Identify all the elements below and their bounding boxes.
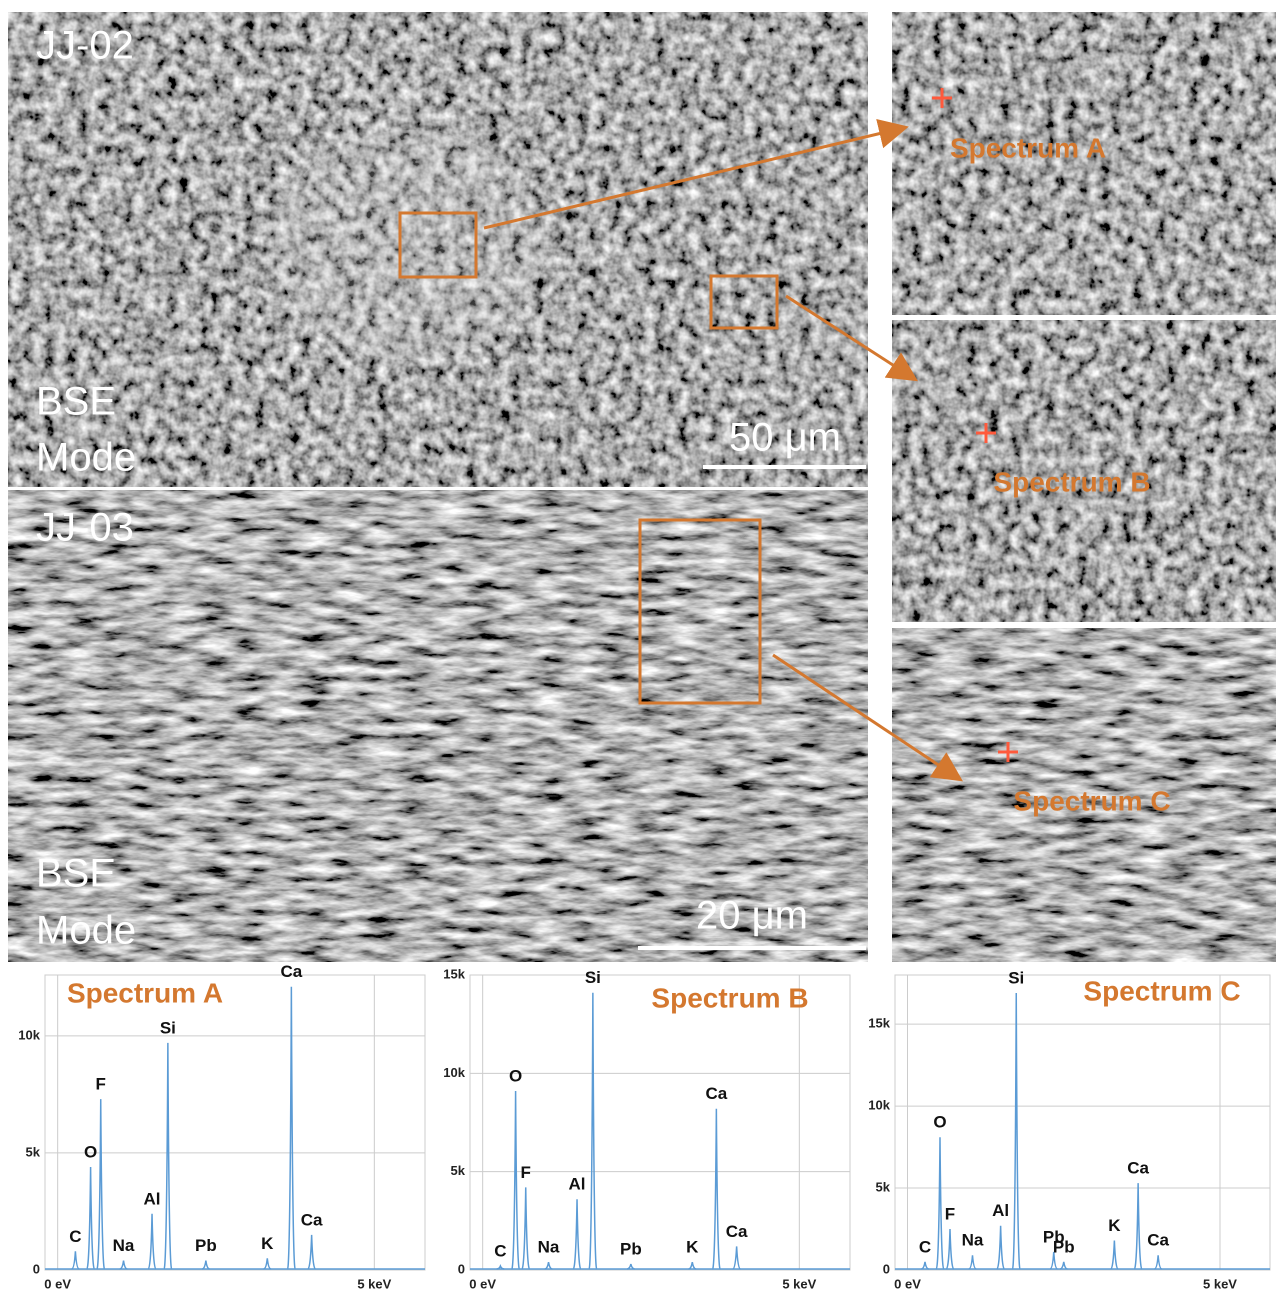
sample-label: JJ-03 bbox=[36, 506, 134, 550]
peak-label: K bbox=[686, 1238, 699, 1257]
x-tick-label: 0 eV bbox=[894, 1276, 921, 1291]
y-tick-label: 10k bbox=[18, 1027, 40, 1042]
y-tick-label: 5k bbox=[876, 1179, 891, 1194]
peak-label: F bbox=[945, 1205, 955, 1224]
peak-label: Pb bbox=[195, 1236, 217, 1255]
peak-label: Na bbox=[962, 1231, 984, 1250]
mode-label: BSE bbox=[36, 380, 116, 424]
peak-label: Al bbox=[992, 1201, 1009, 1220]
feature bbox=[275, 130, 545, 360]
y-tick-label: 10k bbox=[868, 1098, 890, 1113]
mode-label: Mode bbox=[36, 909, 136, 953]
peak-label: K bbox=[1108, 1216, 1121, 1235]
peak-label: Ca bbox=[705, 1084, 727, 1103]
peak-label: Pb bbox=[1053, 1237, 1075, 1256]
plot-area bbox=[895, 975, 1270, 1270]
x-tick-label: 0 eV bbox=[469, 1276, 496, 1291]
chart-title: Spectrum C bbox=[1083, 975, 1240, 1006]
peak-label: Al bbox=[144, 1189, 161, 1208]
peak-label: Ca bbox=[726, 1222, 748, 1241]
peak-label: K bbox=[261, 1234, 274, 1253]
inset-label: Spectrum C bbox=[1013, 785, 1170, 816]
y-tick-label: 15k bbox=[443, 966, 465, 981]
x-tick-label: 0 eV bbox=[44, 1276, 71, 1291]
scale-label: 20 μm bbox=[696, 894, 808, 938]
y-tick-label: 0 bbox=[458, 1261, 465, 1276]
peak-label: Al bbox=[569, 1175, 586, 1194]
inset-label: Spectrum A bbox=[950, 132, 1106, 163]
peak-label: Ca bbox=[301, 1210, 323, 1229]
x-tick-label: 5 keV bbox=[782, 1276, 816, 1291]
inset-image bbox=[892, 12, 1276, 315]
peak-label: O bbox=[84, 1142, 97, 1161]
peak-label: Pb bbox=[620, 1240, 642, 1259]
sample-label: JJ-02 bbox=[36, 24, 134, 68]
peak-label: C bbox=[919, 1237, 931, 1256]
peak-label: Si bbox=[160, 1018, 176, 1037]
peak-label: Si bbox=[585, 968, 601, 987]
mode-label: Mode bbox=[36, 436, 136, 480]
peak-label: C bbox=[494, 1242, 506, 1261]
y-tick-label: 5k bbox=[26, 1144, 41, 1159]
peak-label: Si bbox=[1008, 969, 1024, 988]
peak-label: O bbox=[509, 1067, 522, 1086]
peak-label: Na bbox=[538, 1238, 560, 1257]
scale-label: 50 μm bbox=[729, 416, 841, 460]
mode-label: BSE bbox=[36, 852, 116, 896]
sem-image bbox=[8, 490, 868, 962]
x-tick-label: 5 keV bbox=[1203, 1276, 1237, 1291]
peak-label: F bbox=[96, 1075, 106, 1094]
y-tick-label: 10k bbox=[443, 1065, 465, 1080]
peak-label: Ca bbox=[280, 962, 302, 981]
peak-label: O bbox=[933, 1113, 946, 1132]
chart-title: Spectrum A bbox=[67, 977, 223, 1008]
x-tick-label: 5 keV bbox=[357, 1276, 391, 1291]
y-tick-label: 5k bbox=[451, 1163, 466, 1178]
peak-label: Ca bbox=[1147, 1231, 1169, 1250]
y-tick-label: 0 bbox=[883, 1261, 890, 1276]
chart-title: Spectrum B bbox=[651, 982, 808, 1013]
peak-label: Ca bbox=[1127, 1159, 1149, 1178]
y-tick-label: 0 bbox=[33, 1261, 40, 1276]
peak-label: Na bbox=[113, 1236, 135, 1255]
y-tick-label: 15k bbox=[868, 1016, 890, 1031]
figure: JJ-02 BSE Mode 50 μm JJ-03 BSE Mode 20 μ… bbox=[0, 0, 1276, 1295]
peak-label: F bbox=[521, 1163, 531, 1182]
inset-label: Spectrum B bbox=[993, 466, 1150, 497]
peak-label: C bbox=[69, 1227, 81, 1246]
